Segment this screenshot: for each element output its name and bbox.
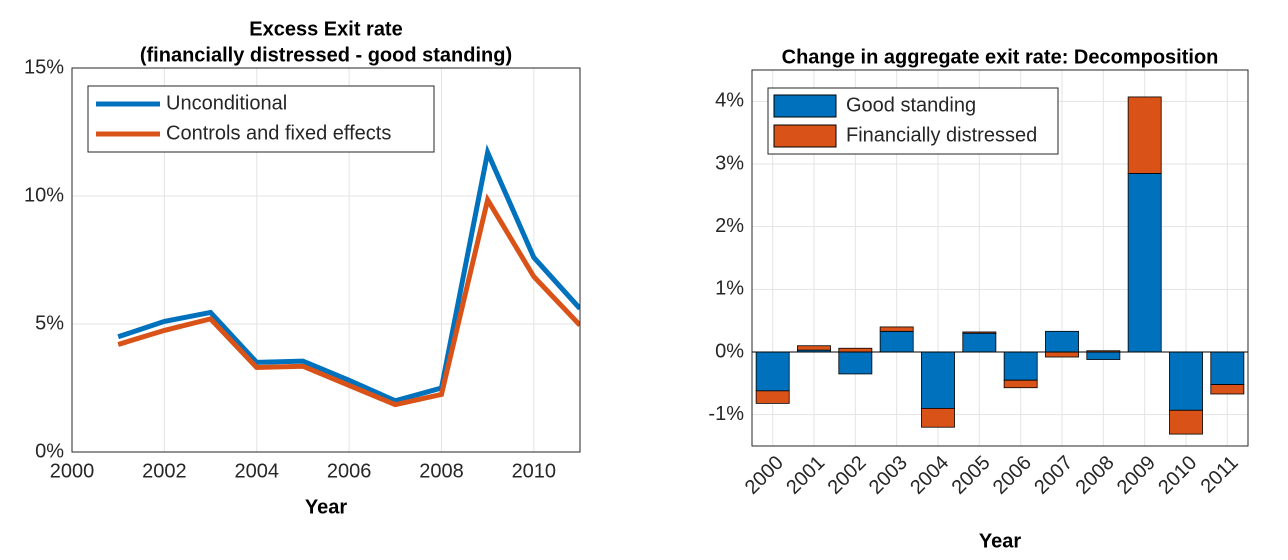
legend-label: Controls and fixed effects bbox=[166, 122, 391, 144]
y-tick-label: 3% bbox=[715, 152, 744, 174]
bar bbox=[1169, 351, 1203, 411]
x-axis-label: Year bbox=[305, 496, 347, 518]
x-tick-label: 2001 bbox=[782, 452, 829, 499]
legend-swatch bbox=[773, 94, 837, 118]
y-tick-label: 15% bbox=[24, 56, 64, 78]
bar bbox=[1045, 330, 1079, 353]
x-axis-label: Year bbox=[979, 530, 1021, 552]
bar bbox=[1210, 384, 1245, 395]
x-tick-label: 2002 bbox=[142, 460, 187, 482]
x-tick-label: 2008 bbox=[419, 460, 464, 482]
bar bbox=[1127, 96, 1162, 174]
x-tick-label: 2008 bbox=[1072, 452, 1119, 499]
line bbox=[117, 144, 580, 404]
x-tick-label: 2006 bbox=[989, 452, 1036, 499]
bar bbox=[1003, 351, 1038, 381]
bar bbox=[962, 331, 997, 334]
y-tick-label: 1% bbox=[715, 278, 744, 300]
y-tick-label: 0% bbox=[715, 340, 744, 362]
bar bbox=[879, 330, 914, 353]
bar bbox=[797, 345, 831, 351]
bar bbox=[1086, 351, 1121, 360]
line bbox=[117, 193, 580, 408]
x-tick-label: 2000 bbox=[50, 460, 95, 482]
y-tick-label: 10% bbox=[24, 184, 64, 206]
bar bbox=[1169, 409, 1203, 435]
bar bbox=[838, 347, 873, 353]
x-tick-label: 2011 bbox=[1197, 452, 1243, 498]
bar bbox=[755, 390, 790, 404]
legend-label: Financially distressed bbox=[846, 124, 1037, 146]
legend-label: Unconditional bbox=[166, 92, 287, 114]
y-tick-label: 0% bbox=[35, 440, 64, 462]
bar bbox=[962, 332, 997, 353]
y-tick-label: 2% bbox=[715, 215, 744, 237]
x-tick-label: 2009 bbox=[1113, 452, 1160, 499]
bar bbox=[1210, 351, 1245, 385]
y-tick-label: 5% bbox=[35, 312, 64, 334]
bar bbox=[921, 407, 955, 428]
x-tick-label: 2004 bbox=[234, 460, 279, 482]
x-tick-label: 2010 bbox=[1154, 452, 1201, 499]
legend-swatch bbox=[773, 124, 837, 148]
x-tick-label: 2010 bbox=[512, 460, 557, 482]
x-tick-label: 2002 bbox=[824, 452, 871, 499]
chart-title: (financially distressed - good standing) bbox=[140, 44, 512, 66]
x-tick-label: 2006 bbox=[327, 460, 372, 482]
bar bbox=[879, 326, 914, 332]
axes-box bbox=[71, 67, 581, 453]
x-tick-label: 2003 bbox=[865, 452, 912, 499]
legend-label: Good standing bbox=[846, 94, 976, 116]
bar bbox=[921, 351, 955, 409]
y-tick-label: -1% bbox=[708, 403, 744, 425]
axes-box bbox=[751, 69, 1249, 447]
chart-title: Change in aggregate exit rate: Decomposi… bbox=[782, 46, 1219, 68]
bar bbox=[1003, 379, 1038, 389]
bar bbox=[1127, 172, 1162, 353]
x-tick-label: 2000 bbox=[741, 452, 788, 499]
legend bbox=[87, 85, 435, 153]
bar bbox=[838, 351, 873, 375]
x-tick-label: 2007 bbox=[1030, 452, 1077, 499]
y-tick-label: 4% bbox=[715, 90, 744, 112]
bar bbox=[755, 351, 790, 392]
bar bbox=[1045, 351, 1079, 358]
chart-title: Excess Exit rate bbox=[249, 18, 402, 40]
x-tick-label: 2004 bbox=[906, 452, 953, 499]
x-tick-label: 2005 bbox=[948, 452, 995, 499]
